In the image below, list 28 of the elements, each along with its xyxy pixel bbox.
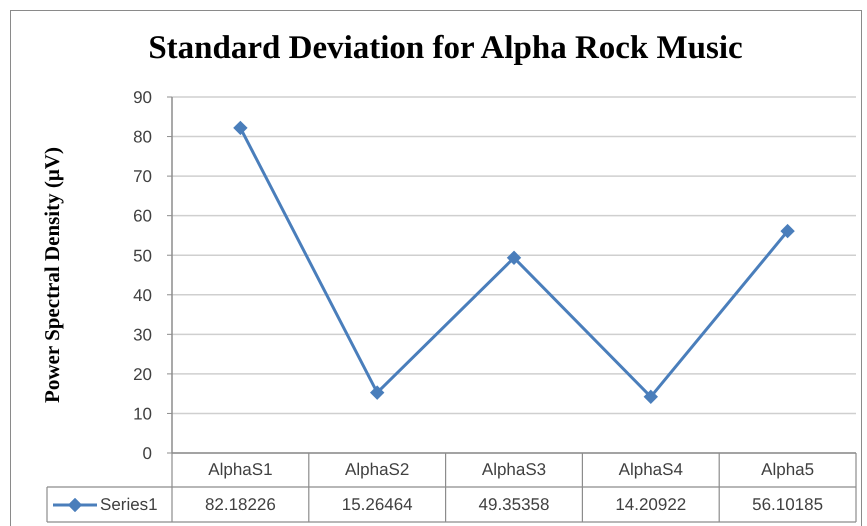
point bbox=[370, 386, 384, 400]
y-tick-label: 0 bbox=[142, 444, 152, 464]
y-tick-label: 30 bbox=[133, 325, 152, 344]
y-tick-label: 90 bbox=[133, 88, 152, 108]
y-tick-label: 20 bbox=[133, 364, 152, 384]
x-tick-label: Alpha5 bbox=[761, 460, 814, 480]
data-label: 49.35358 bbox=[478, 494, 550, 516]
x-tick-label: AlphaS4 bbox=[618, 460, 683, 480]
y-tick-label: 60 bbox=[133, 206, 152, 226]
y-axis-title: Power Spectral Density (μV) bbox=[40, 147, 64, 403]
x-tick-label: AlphaS3 bbox=[482, 460, 546, 480]
data-label: 56.10185 bbox=[751, 494, 824, 516]
data-label: 14.20922 bbox=[614, 494, 688, 516]
point bbox=[233, 120, 248, 135]
y-tick-label: 80 bbox=[133, 128, 152, 147]
y-tick-label: 40 bbox=[133, 286, 152, 305]
point bbox=[644, 390, 658, 404]
chart-title: Standard Deviation for Alpha Rock Music bbox=[147, 29, 744, 68]
legend-label: Series1 bbox=[100, 494, 158, 514]
y-tick-label: 70 bbox=[133, 167, 152, 186]
y-tick-label: 10 bbox=[133, 404, 152, 424]
data-label: 82.18226 bbox=[204, 494, 277, 516]
x-tick-label: AlphaS2 bbox=[345, 460, 410, 480]
point bbox=[780, 224, 795, 238]
y-tick-label: 50 bbox=[133, 246, 152, 266]
point bbox=[507, 250, 521, 265]
x-tick-label: AlphaS1 bbox=[208, 460, 273, 480]
data-label: 15.26464 bbox=[340, 494, 414, 516]
